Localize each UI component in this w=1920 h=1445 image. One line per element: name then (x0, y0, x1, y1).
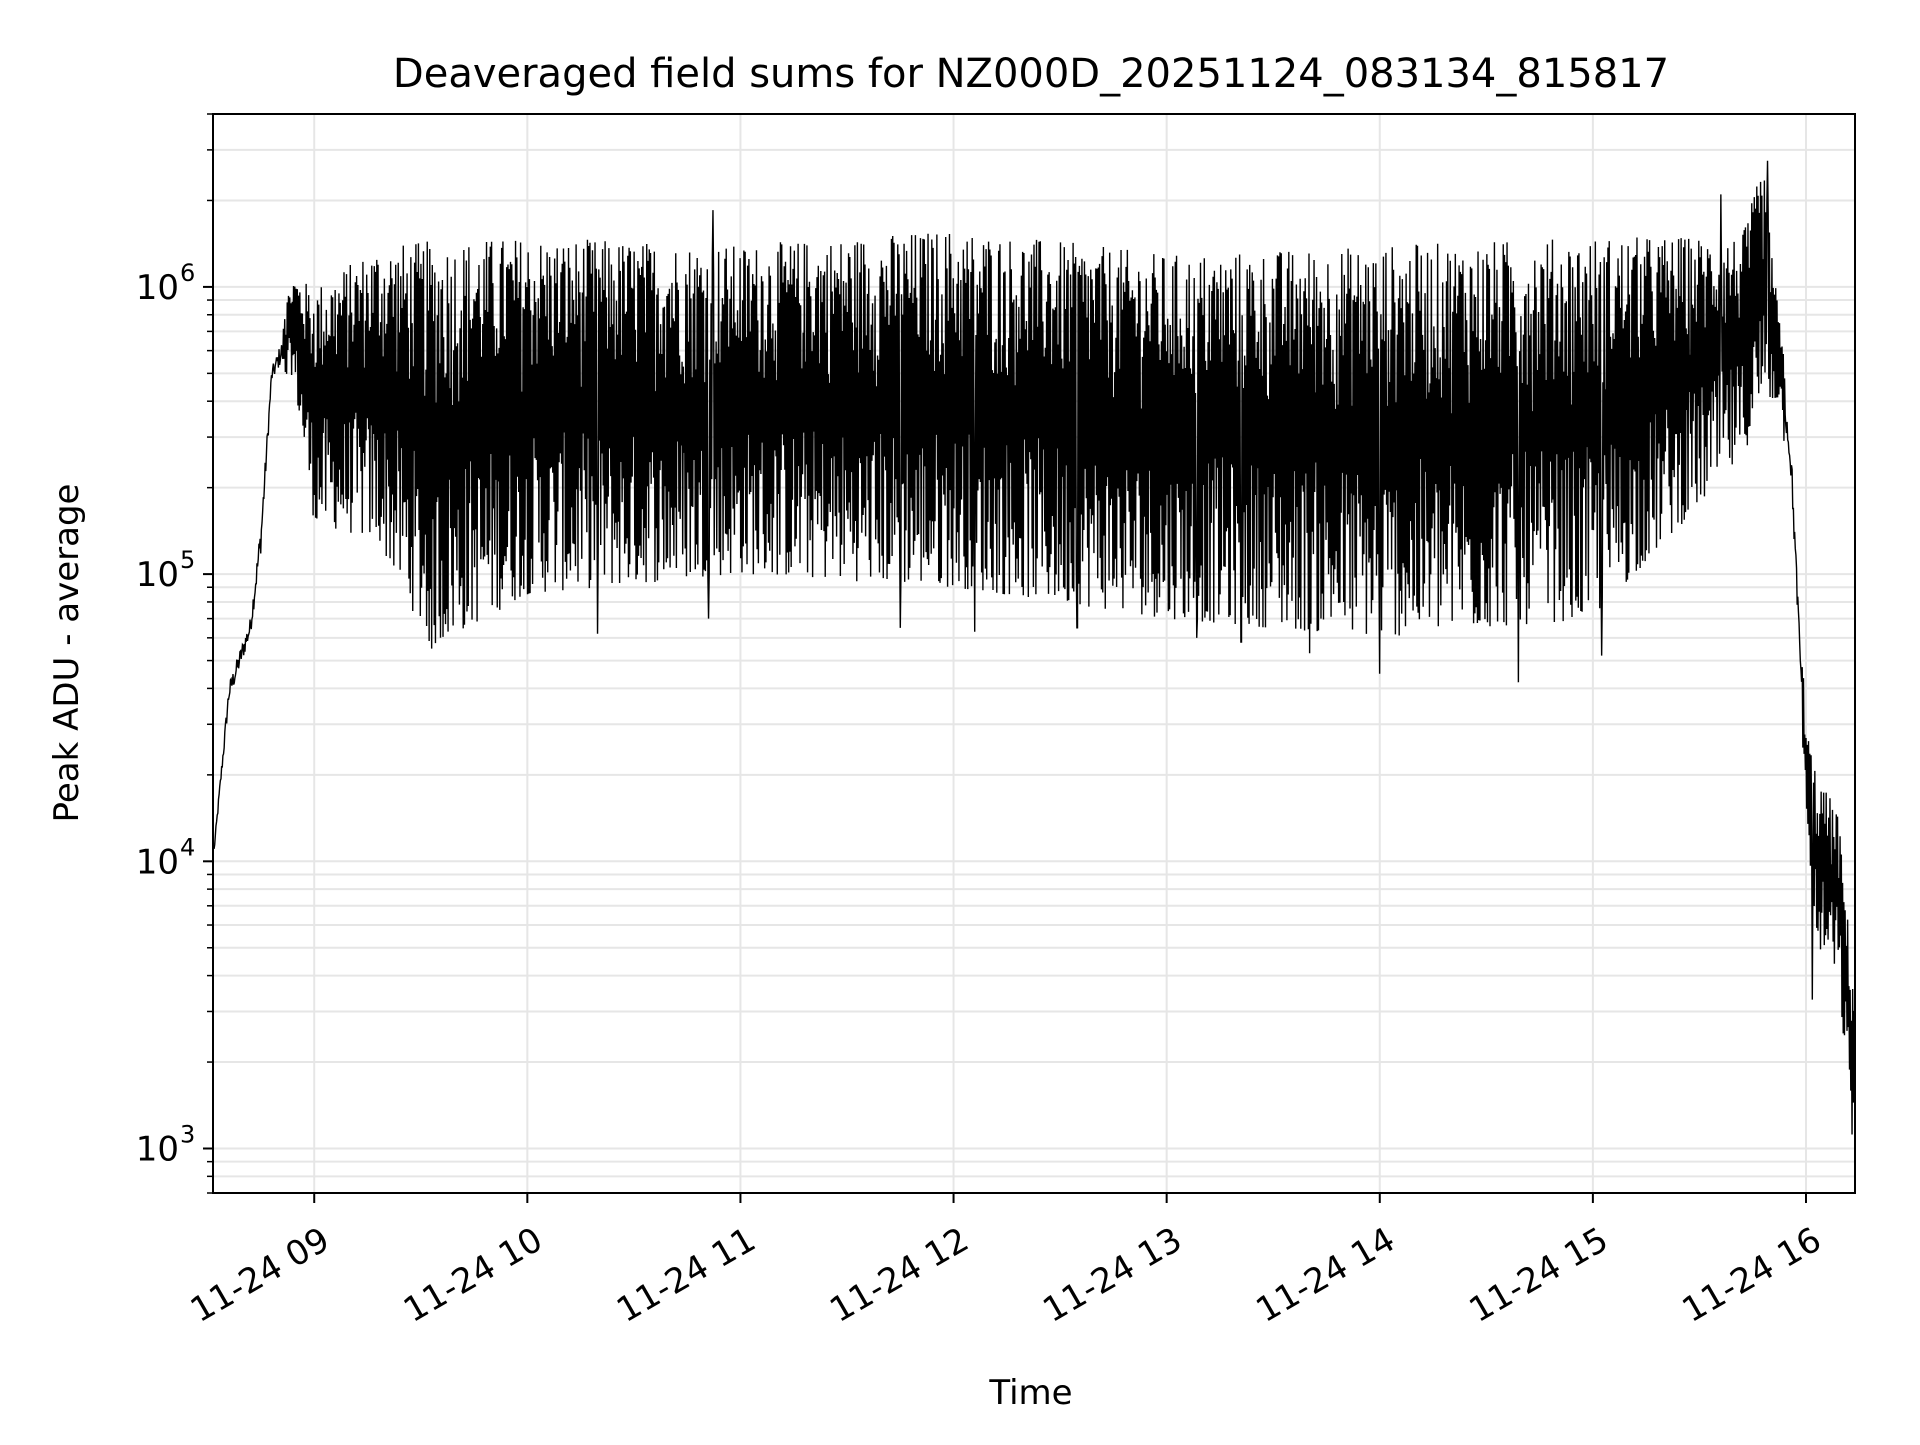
chart-title: Deaveraged field sums for NZ000D_2025112… (393, 51, 1669, 97)
y-tick-label: 10 (136, 842, 179, 882)
series-line (213, 160, 1855, 1135)
y-tick-exponent: 6 (180, 259, 195, 287)
series-layer (213, 160, 1855, 1135)
y-tick-exponent: 5 (180, 546, 195, 574)
y-tick-exponent: 3 (180, 1121, 195, 1149)
plot-frame (212, 113, 1856, 1194)
x-axis-label: Time (988, 1373, 1072, 1413)
y-tick-label: 10 (136, 555, 179, 595)
y-tick-label: 10 (136, 1130, 179, 1170)
y-tick-exponent: 4 (180, 833, 195, 861)
y-axis-label: Peak ADU - average (47, 484, 87, 823)
y-tick-label: 10 (136, 268, 179, 308)
